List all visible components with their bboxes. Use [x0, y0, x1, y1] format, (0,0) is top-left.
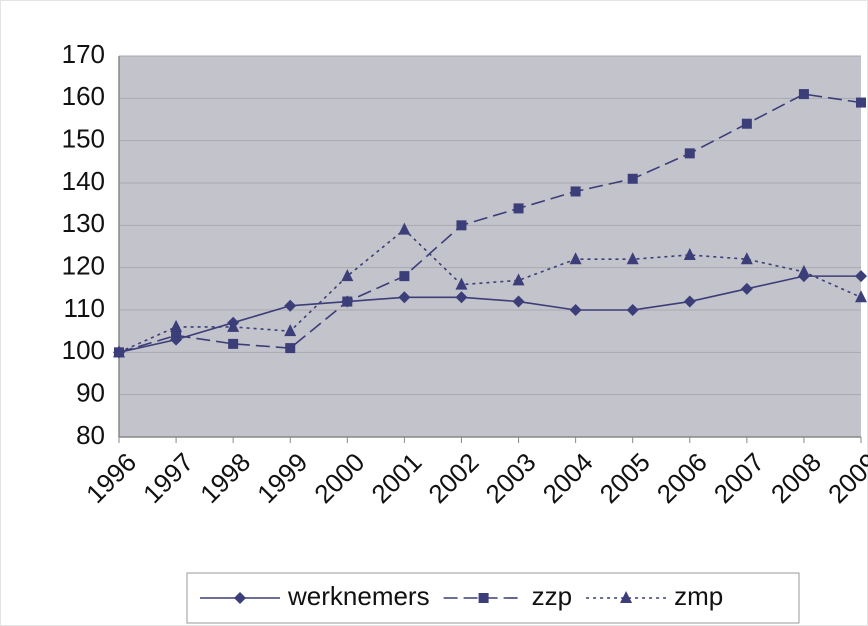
- marker: [113, 345, 125, 358]
- marker: [683, 247, 696, 260]
- y-tick-label: 110: [64, 293, 105, 323]
- marker: [740, 282, 753, 295]
- marker: [627, 173, 638, 184]
- marker: [399, 271, 410, 282]
- marker: [456, 220, 467, 231]
- y-tick-label: 100: [62, 335, 105, 365]
- marker: [570, 186, 581, 197]
- legend-label: zzp: [532, 581, 572, 611]
- legend-label: zmp: [674, 581, 723, 611]
- y-tick-label: 170: [62, 39, 105, 69]
- marker: [626, 304, 639, 316]
- marker: [284, 299, 297, 312]
- marker: [170, 319, 183, 332]
- marker: [856, 97, 866, 108]
- marker: [398, 222, 411, 235]
- marker: [478, 593, 489, 603]
- marker: [513, 203, 524, 214]
- marker: [569, 304, 582, 316]
- marker: [855, 290, 867, 303]
- series-line: [118, 275, 861, 354]
- y-tick-label: 80: [76, 420, 105, 450]
- marker: [512, 295, 525, 308]
- y-tick-label: 90: [76, 378, 105, 408]
- series-line: [118, 93, 862, 354]
- marker: [626, 252, 639, 265]
- plot-area: [119, 56, 861, 437]
- marker: [683, 295, 696, 308]
- legend: werknemers zzp zmp: [186, 572, 800, 624]
- marker: [341, 269, 354, 282]
- marker: [569, 252, 582, 265]
- marker: [171, 330, 182, 341]
- y-tick-label: 140: [62, 166, 105, 196]
- marker: [512, 273, 525, 286]
- y-tick-label: 150: [62, 124, 105, 154]
- y-tick-label: 120: [62, 251, 105, 281]
- marker: [398, 291, 411, 304]
- marker: [455, 291, 468, 304]
- marker: [684, 148, 695, 159]
- legend-label: werknemers: [287, 581, 430, 611]
- y-tick-label: 130: [62, 208, 105, 238]
- marker: [227, 319, 240, 332]
- marker: [228, 338, 239, 349]
- marker: [234, 592, 246, 604]
- marker: [798, 89, 809, 100]
- marker: [620, 591, 633, 603]
- marker: [342, 296, 353, 307]
- marker: [741, 118, 752, 129]
- marker: [285, 343, 296, 354]
- y-tick-label: 160: [62, 81, 105, 111]
- marker: [455, 277, 468, 290]
- marker: [797, 264, 810, 277]
- marker: [855, 270, 867, 283]
- marker: [740, 252, 753, 265]
- marker: [284, 324, 297, 337]
